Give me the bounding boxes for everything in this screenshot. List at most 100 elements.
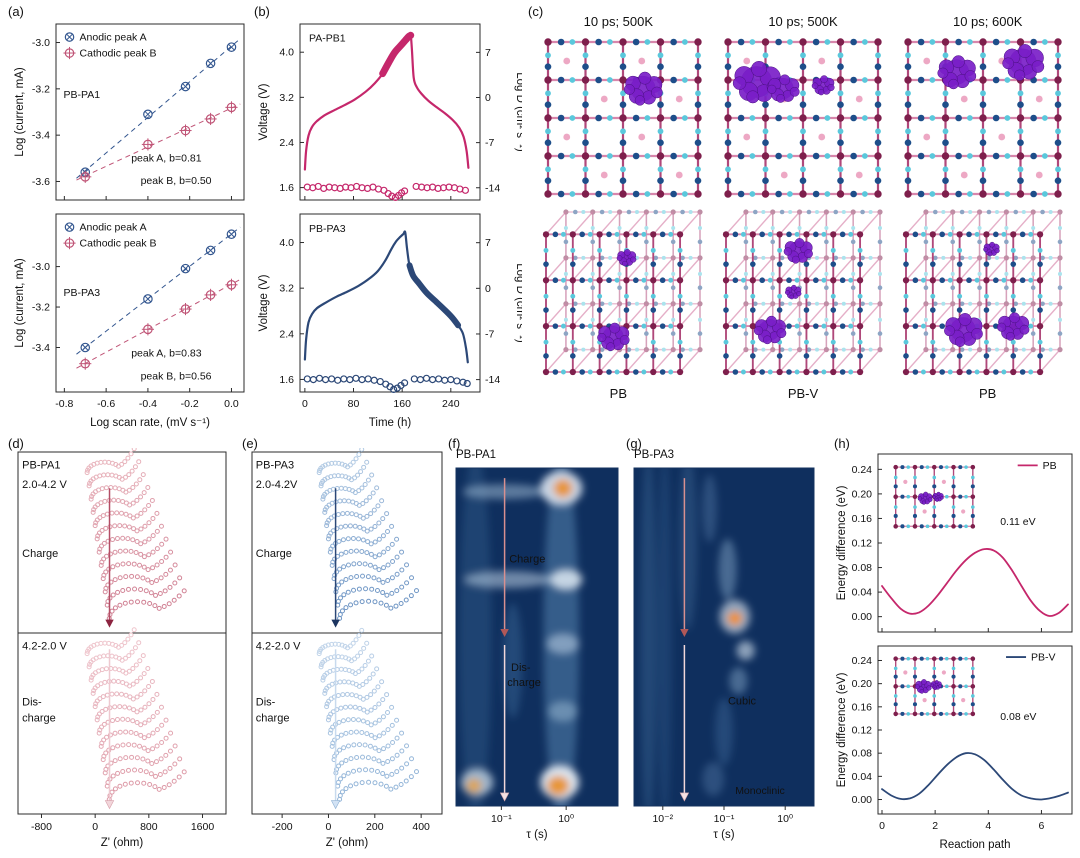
svg-text:0.00: 0.00 xyxy=(852,794,873,806)
panel-letter-a: (a) xyxy=(8,4,24,19)
structure-header-2: 10 ps; 500K xyxy=(768,14,838,29)
chart-d-eis-pbpa1: -800 0 800 1600 Z' (ohm) PB-PA1 2.0-4.2 V Charg… xyxy=(8,448,234,854)
svg-text:0.04: 0.04 xyxy=(852,771,873,783)
svg-text:0.12: 0.12 xyxy=(852,725,873,737)
svg-text:2.4: 2.4 xyxy=(279,328,294,340)
svg-text:Log scan rate, (mV s⁻¹): Log scan rate, (mV s⁻¹) xyxy=(90,417,210,429)
svg-text:PB-PA1: PB-PA1 xyxy=(64,89,101,101)
svg-text:-3.4: -3.4 xyxy=(32,342,50,354)
svg-text:400: 400 xyxy=(412,821,430,833)
svg-text:0: 0 xyxy=(485,283,491,295)
svg-text:Cathodic peak B: Cathodic peak B xyxy=(80,238,157,250)
svg-text:PB-V: PB-V xyxy=(1031,652,1056,664)
svg-text:Anodic peak A: Anodic peak A xyxy=(80,222,147,234)
svg-text:PA-PB1: PA-PB1 xyxy=(309,33,346,45)
svg-text:0: 0 xyxy=(92,821,98,833)
svg-text:10⁻¹: 10⁻¹ xyxy=(491,813,512,825)
svg-text:7: 7 xyxy=(485,237,491,249)
svg-text:Log D (cm² s⁻¹): Log D (cm² s⁻¹) xyxy=(514,263,522,343)
svg-text:0: 0 xyxy=(326,821,332,833)
structure-renders xyxy=(526,34,1080,382)
svg-text:1600: 1600 xyxy=(191,821,215,833)
chart-b-bottom-voltage-pbpa3: 0 80 160 240 1.6 2.4 3.2 4.0 7 0 -7 -14 Time (h) Volt… xyxy=(254,208,522,434)
svg-text:4.2-2.0 V: 4.2-2.0 V xyxy=(22,640,67,652)
svg-text:τ (s): τ (s) xyxy=(526,829,547,841)
svg-text:2.4: 2.4 xyxy=(279,137,294,149)
svg-text:Charge: Charge xyxy=(509,554,545,566)
svg-text:4.2-2.0 V: 4.2-2.0 V xyxy=(256,640,301,652)
chart-h-top-energy-pb: 0.00 0.04 0.08 0.12 0.16 0.20 0.24 Energy diffe… xyxy=(832,448,1080,640)
chart-h-bottom-energy-pbv: 0 2 4 6 0.00 0.04 0.08 0.12 0.16 0.20 0.24 Reaction… xyxy=(832,640,1080,856)
svg-text:Log D (cm² s⁻¹): Log D (cm² s⁻¹) xyxy=(514,72,522,152)
svg-text:0.08: 0.08 xyxy=(852,748,873,760)
svg-text:0.04: 0.04 xyxy=(852,587,873,599)
svg-text:0: 0 xyxy=(485,92,491,104)
svg-text:peak B, b=0.50: peak B, b=0.50 xyxy=(141,175,212,187)
svg-text:peak B, b=0.56: peak B, b=0.56 xyxy=(141,371,212,383)
svg-text:0.20: 0.20 xyxy=(852,488,873,500)
svg-text:3.2: 3.2 xyxy=(279,283,294,295)
svg-text:-0.2: -0.2 xyxy=(181,398,199,410)
svg-text:3.2: 3.2 xyxy=(279,92,294,104)
chart-f-drt-heatmap-pbpa1: Charge Dis-charge 10⁻¹ 10⁰ τ (s) xyxy=(448,466,626,846)
svg-text:peak A, b=0.81: peak A, b=0.81 xyxy=(131,152,202,164)
svg-text:0.24: 0.24 xyxy=(852,655,873,667)
svg-text:PB-PA1: PB-PA1 xyxy=(22,459,60,471)
svg-text:Log (current, mA): Log (current, mA) xyxy=(14,258,26,348)
chart-a-bottom-bvalue-pbpa3: -0.8 -0.6 -0.4 -0.2 0.0 -3.0 -3.2 -3.4 Log scan … xyxy=(10,208,252,434)
svg-text:Time (h): Time (h) xyxy=(369,417,412,429)
svg-text:10⁰: 10⁰ xyxy=(777,813,793,825)
svg-text:0.08: 0.08 xyxy=(852,562,873,574)
panel-d: (d) -800 0 800 1600 Z' (ohm) PB-PA1 2.0-4.2 V C… xyxy=(6,436,236,856)
svg-text:-0.6: -0.6 xyxy=(97,398,115,410)
svg-text:0.0: 0.0 xyxy=(224,398,239,410)
svg-text:0.16: 0.16 xyxy=(852,701,873,713)
svg-text:Charge: Charge xyxy=(256,548,292,560)
svg-text:-3.0: -3.0 xyxy=(32,261,50,273)
panel-f: (f) PB-PA1 Charge Dis-charge 10⁻¹ 10⁰ τ (s) xyxy=(446,436,628,856)
structure-footer-pb-2: PB xyxy=(979,386,997,401)
svg-text:Monoclinic: Monoclinic xyxy=(735,785,785,797)
svg-text:Charge: Charge xyxy=(22,548,58,560)
svg-text:240: 240 xyxy=(442,398,460,410)
panel-a: (a) -3.0 -3.2 -3.4 -3.6 Log (current, mA) Ano… xyxy=(6,4,252,436)
svg-text:Cubic: Cubic xyxy=(728,696,757,708)
chart-a-top-bvalue-pbpa1: -3.0 -3.2 -3.4 -3.6 Log (current, mA) Anodic … xyxy=(10,18,252,208)
svg-text:0.08 eV: 0.08 eV xyxy=(1000,711,1036,723)
svg-text:0.20: 0.20 xyxy=(852,678,873,690)
structure-footer-pbv: PB-V xyxy=(787,386,819,401)
svg-text:2.0-4.2V: 2.0-4.2V xyxy=(256,479,298,491)
svg-text:0.24: 0.24 xyxy=(852,464,873,476)
svg-text:-800: -800 xyxy=(31,821,52,833)
svg-text:charge: charge xyxy=(256,713,290,725)
svg-text:peak A, b=0.83: peak A, b=0.83 xyxy=(131,347,202,359)
svg-text:200: 200 xyxy=(366,821,384,833)
svg-text:-14: -14 xyxy=(485,374,500,386)
panel-letter-d: (d) xyxy=(8,436,24,451)
svg-text:2.0-4.2 V: 2.0-4.2 V xyxy=(22,479,67,491)
structure-header-3: 10 ps; 600K xyxy=(952,14,1023,29)
svg-text:Dis-: Dis- xyxy=(511,662,531,674)
svg-text:Dis-: Dis- xyxy=(256,696,276,708)
panel-letter-e: (e) xyxy=(242,436,258,451)
svg-text:0.11 eV: 0.11 eV xyxy=(1000,516,1035,528)
panel-letter-g: (g) xyxy=(626,436,642,451)
svg-text:-0.8: -0.8 xyxy=(55,398,73,410)
structure-headers: 10 ps; 500K 10 ps; 500K 10 ps; 600K xyxy=(526,14,1080,29)
svg-text:Cathodic peak B: Cathodic peak B xyxy=(80,48,157,60)
panel-b: (b) 1.6 2.4 3.2 4.0 7 0 -7 -14 Voltage (V) Log D … xyxy=(252,4,524,436)
svg-text:-3.2: -3.2 xyxy=(32,302,50,314)
svg-text:0.12: 0.12 xyxy=(852,538,873,550)
structure-header-1: 10 ps; 500K xyxy=(583,14,654,29)
heatmap-f-title: PB-PA1 xyxy=(456,449,497,461)
svg-text:Dis-: Dis- xyxy=(22,696,42,708)
svg-text:-0.4: -0.4 xyxy=(139,398,157,410)
svg-text:-200: -200 xyxy=(272,821,293,833)
svg-text:6: 6 xyxy=(1039,820,1045,832)
svg-text:7: 7 xyxy=(485,47,491,59)
svg-text:-14: -14 xyxy=(485,182,500,194)
svg-text:-7: -7 xyxy=(485,137,494,149)
svg-text:10⁰: 10⁰ xyxy=(558,813,574,825)
svg-text:PB: PB xyxy=(1043,460,1057,472)
